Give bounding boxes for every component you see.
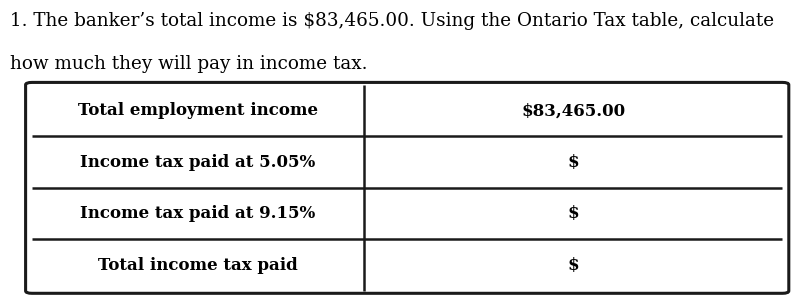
Text: Total employment income: Total employment income (78, 102, 318, 119)
Text: $: $ (567, 205, 579, 222)
FancyBboxPatch shape (26, 82, 789, 293)
Text: Income tax paid at 9.15%: Income tax paid at 9.15% (80, 205, 316, 222)
Text: $83,465.00: $83,465.00 (521, 102, 626, 119)
Text: Total income tax paid: Total income tax paid (98, 257, 298, 274)
Text: how much they will pay in income tax.: how much they will pay in income tax. (10, 55, 368, 72)
Text: $: $ (567, 257, 579, 274)
Text: $: $ (567, 154, 579, 171)
Text: Income tax paid at 5.05%: Income tax paid at 5.05% (80, 154, 316, 171)
Text: 1. The banker’s total income is $83,465.00. Using the Ontario Tax table, calcula: 1. The banker’s total income is $83,465.… (10, 12, 774, 30)
